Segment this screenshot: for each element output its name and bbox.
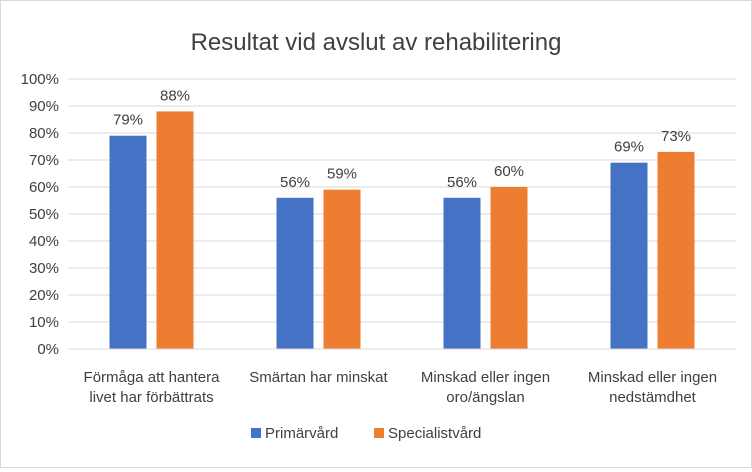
bar: [610, 162, 648, 349]
x-tick-label: Minskad eller ingen: [588, 369, 717, 386]
legend-label: Primärvård: [265, 425, 338, 442]
data-label: 79%: [113, 112, 143, 129]
x-tick-label: Minskad eller ingen: [421, 369, 550, 386]
x-axis: Förmåga att hantera livet har förbättrats…: [68, 348, 736, 406]
y-tick-label: 10%: [29, 314, 59, 331]
data-labels: 79% 56% 56% 69% 88% 59% 60% 73%: [113, 87, 691, 190]
x-tick-label: oro/ängslan: [446, 389, 524, 406]
legend-swatch: [251, 428, 261, 438]
data-label: 59%: [327, 166, 357, 183]
chart-title: Resultat vid avslut av rehabilitering: [191, 29, 562, 56]
bar: [156, 111, 194, 350]
y-tick-label: 90%: [29, 98, 59, 115]
y-tick-label: 80%: [29, 125, 59, 142]
y-tick-label: 30%: [29, 260, 59, 277]
data-label: 60%: [494, 163, 524, 180]
y-tick-label: 20%: [29, 287, 59, 304]
x-tick-label: Smärtan har minskat: [249, 369, 388, 386]
legend-label: Specialistvård: [388, 425, 481, 442]
x-tick-label: Förmåga att hantera: [84, 369, 221, 386]
bar: [490, 187, 528, 349]
legend: Primärvård Specialistvård: [251, 425, 481, 442]
data-label: 88%: [160, 87, 190, 104]
bars: [109, 111, 695, 350]
y-tick-label: 60%: [29, 179, 59, 196]
y-tick-label: 0%: [37, 341, 59, 358]
y-tick-label: 40%: [29, 233, 59, 250]
data-label: 56%: [280, 174, 310, 191]
y-tick-label: 70%: [29, 152, 59, 169]
x-tick-label: nedstämdhet: [609, 389, 697, 406]
bar: [323, 189, 361, 349]
data-label: 69%: [614, 139, 644, 156]
y-axis: 0% 10% 20% 30% 40% 50% 60% 70% 80% 90% 100%: [21, 71, 59, 358]
data-label: 73%: [661, 128, 691, 145]
legend-swatch: [374, 428, 384, 438]
data-label: 56%: [447, 174, 477, 191]
bar: [443, 197, 481, 349]
bar: [109, 135, 147, 349]
x-tick-label: livet har förbättrats: [89, 389, 213, 406]
y-tick-label: 50%: [29, 206, 59, 223]
bar: [657, 151, 695, 349]
y-tick-label: 100%: [21, 71, 59, 88]
bar: [276, 197, 314, 349]
